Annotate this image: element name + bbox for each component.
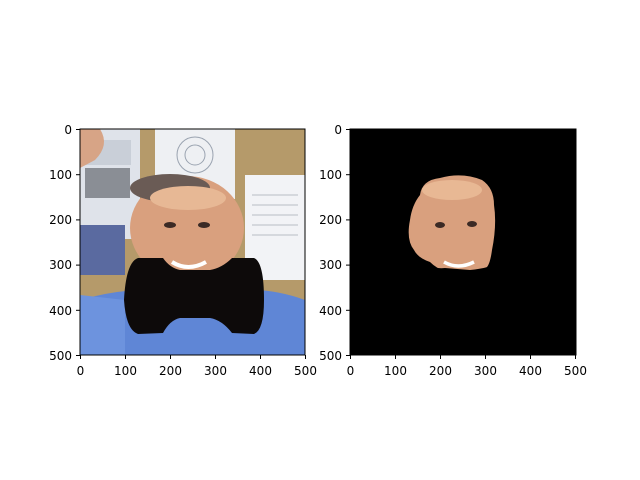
right-ytick-500: 500 (319, 349, 342, 363)
left-axes-frame (79, 128, 306, 356)
left-xtick-0: 0 (77, 364, 85, 378)
right-xtick-400: 400 (519, 364, 542, 378)
left-ytick-500: 500 (49, 349, 72, 363)
right-y-axis: 0 100 200 300 400 500 (319, 123, 350, 363)
right-mask-image (350, 129, 576, 355)
right-mask-panel: 0 100 200 300 400 500 0 100 200 300 400 … (319, 123, 587, 378)
right-xtick-300: 300 (474, 364, 497, 378)
left-ytick-400: 400 (49, 304, 72, 318)
left-ytick-100: 100 (49, 168, 72, 182)
right-xtick-100: 100 (384, 364, 407, 378)
left-image-panel: 0 100 200 300 400 500 0 100 200 300 400 … (49, 123, 317, 378)
left-xtick-500: 500 (294, 364, 317, 378)
left-x-axis: 0 100 200 300 400 500 (77, 355, 317, 378)
left-xtick-200: 200 (159, 364, 182, 378)
right-xtick-500: 500 (564, 364, 587, 378)
left-xtick-100: 100 (114, 364, 137, 378)
right-xtick-200: 200 (429, 364, 452, 378)
left-photo (80, 129, 305, 355)
left-y-axis: 0 100 200 300 400 500 (49, 123, 80, 363)
right-ytick-400: 400 (319, 304, 342, 318)
left-ytick-0: 0 (64, 123, 72, 137)
right-axes-frame (349, 128, 577, 356)
left-ytick-300: 300 (49, 258, 72, 272)
right-ytick-0: 0 (334, 123, 342, 137)
left-ytick-200: 200 (49, 213, 72, 227)
left-xtick-300: 300 (204, 364, 227, 378)
right-ytick-200: 200 (319, 213, 342, 227)
left-xtick-400: 400 (249, 364, 272, 378)
right-ytick-100: 100 (319, 168, 342, 182)
face-segment (408, 175, 496, 277)
right-xtick-0: 0 (347, 364, 355, 378)
right-ytick-300: 300 (319, 258, 342, 272)
right-x-axis: 0 100 200 300 400 500 (347, 355, 587, 378)
